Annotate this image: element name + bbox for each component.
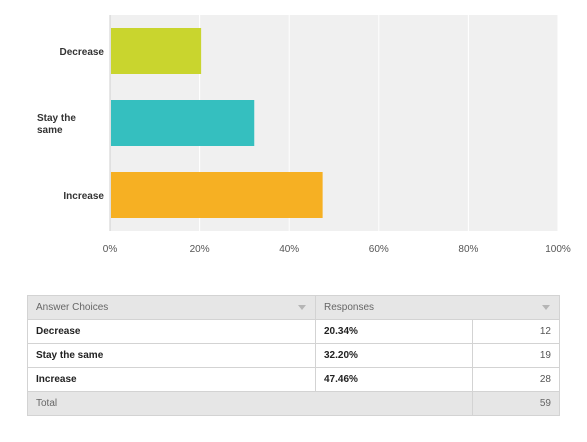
row-choice: Decrease <box>27 319 316 344</box>
x-tick-label: 60% <box>369 244 389 255</box>
row-count: 28 <box>472 367 560 392</box>
x-tick-label: 40% <box>279 244 299 255</box>
table-row: Stay the same 32.20% 19 <box>27 343 560 368</box>
x-tick-label: 20% <box>190 244 210 255</box>
table-total-row: Total 59 <box>26 391 560 416</box>
table-header-row: Answer Choices Responses <box>27 295 560 320</box>
row-percent: 20.34% <box>314 319 474 344</box>
row-count: 19 <box>472 343 560 368</box>
header-answer-choices[interactable]: Answer Choices <box>27 295 316 320</box>
row-choice: Stay the same <box>27 343 316 368</box>
row-count: 12 <box>472 319 560 344</box>
y-category-label: Decrease <box>60 47 105 58</box>
x-tick-label: 0% <box>103 244 118 255</box>
row-choice: Increase <box>27 367 316 392</box>
bar-decrease[interactable] <box>111 28 202 74</box>
bar-stay-the-same[interactable] <box>111 100 255 146</box>
y-category-label: Stay the same <box>37 113 76 136</box>
total-count: 59 <box>472 391 560 416</box>
y-category-label: Increase <box>63 191 104 202</box>
row-percent: 32.20% <box>314 343 474 368</box>
bar-increase[interactable] <box>111 172 323 218</box>
header-responses[interactable]: Responses <box>315 295 560 320</box>
bar-chart: Decrease Stay the same Increase 0% 20% 40% 60%… <box>37 15 571 255</box>
sort-caret-icon[interactable] <box>298 305 306 310</box>
x-tick-label: 80% <box>458 244 478 255</box>
sort-caret-icon[interactable] <box>542 305 550 310</box>
x-tick-label: 100% <box>545 244 571 255</box>
responses-table: Answer Choices Responses Decrease 20.34%… <box>26 295 560 416</box>
table-row: Increase 47.46% 28 <box>27 367 560 392</box>
table-row: Decrease 20.34% 12 <box>27 319 560 344</box>
row-percent: 47.46% <box>314 367 474 392</box>
total-label: Total <box>26 391 474 416</box>
